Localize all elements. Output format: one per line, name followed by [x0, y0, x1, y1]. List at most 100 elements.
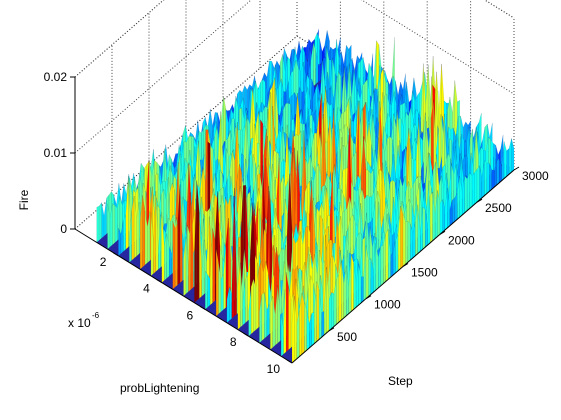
surface-patch: [351, 254, 354, 312]
surface-patch: [429, 191, 433, 244]
x-tick-mark: [328, 327, 335, 332]
y-tick-label: 6: [187, 308, 194, 322]
surface-patch: [476, 165, 480, 203]
y-tick-label: 10: [267, 362, 281, 376]
surface-patch: [380, 244, 384, 287]
surface-patch: [253, 278, 257, 333]
surface-patch: [395, 234, 399, 274]
y-axis-label: probLightening: [120, 381, 199, 395]
axis-labels: Step probLightening Fire x 10 -6: [17, 189, 413, 395]
y-axis-line: [74, 228, 293, 364]
surface-patch: [508, 138, 512, 175]
surface-patch: [454, 192, 458, 222]
surface-patch: [99, 202, 102, 241]
x-tick-label: 500: [337, 330, 357, 344]
y-axis-multiplier: x 10: [68, 316, 91, 330]
surface-patch: [496, 158, 500, 186]
surface-patch: [301, 293, 305, 355]
surface-patch: [368, 258, 372, 297]
surface-patch: [390, 252, 394, 278]
surface-patch: [313, 42, 316, 87]
surface-patch: [360, 276, 364, 304]
surface-patch: [506, 147, 510, 177]
surface-patch: [503, 141, 507, 179]
surface-patch: [123, 214, 126, 252]
surface-patch: [464, 175, 468, 214]
box-edge: [483, 0, 515, 19]
surface-patch: [439, 199, 443, 235]
surface-patch: [172, 220, 176, 290]
surface-patch: [331, 292, 335, 330]
x-tick-mark: [402, 263, 409, 267]
surface-patch: [318, 63, 321, 83]
surface-patch: [245, 275, 248, 324]
x-tick-label: 2000: [448, 233, 475, 247]
surface-patch: [466, 172, 470, 212]
surface-patch: [484, 160, 488, 197]
surface-patch: [405, 221, 409, 265]
surface-patch: [205, 270, 208, 310]
surface-patch: [96, 205, 100, 243]
surface-patch: [125, 176, 129, 250]
x-tick-mark: [476, 198, 483, 203]
surface-patch: [270, 296, 273, 350]
surface-patch: [336, 274, 340, 325]
y-tick-mark: [286, 359, 293, 364]
surface-patch: [402, 213, 406, 267]
surface-patch: [250, 278, 254, 335]
z-tick-label: 0: [60, 222, 67, 236]
y-tick-label: 8: [230, 335, 237, 349]
x-tick-label: 2500: [485, 201, 512, 215]
y-tick-label: 4: [143, 282, 150, 296]
y-axis-multiplier-exponent: -6: [92, 311, 100, 320]
x-tick-mark: [513, 166, 520, 171]
surface-patch: [101, 202, 105, 239]
y-tick-mark: [113, 252, 119, 257]
surface-patch: [407, 220, 411, 263]
z-tick-label: 0.01: [44, 146, 68, 160]
y-tick-mark: [243, 332, 249, 337]
z-tick-label: 0.02: [44, 70, 68, 84]
z-axis-label: Fire: [17, 189, 31, 210]
y-tick-label: 2: [100, 255, 107, 269]
surface-patch: [304, 302, 307, 353]
surface-patch: [285, 272, 289, 353]
y-tick-mark: [156, 279, 163, 284]
x-tick-mark: [439, 230, 446, 235]
surface-patch: [491, 169, 495, 190]
surface-patch: [321, 311, 325, 338]
surface-patch: [511, 138, 515, 173]
surface-patch: [266, 303, 270, 337]
surface-patch: [114, 205, 118, 244]
surface-patch: [385, 228, 389, 282]
surface-patch: [103, 197, 107, 237]
surface-patch: [471, 172, 475, 207]
surface-patch: [212, 228, 216, 304]
surface-patch: [261, 292, 265, 342]
surface-patch: [474, 168, 478, 205]
surface-patch: [174, 223, 178, 288]
y-tick-mark: [199, 305, 206, 310]
surface-patch: [220, 274, 224, 313]
x-tick-label: 1000: [374, 298, 401, 312]
surface-patch: [311, 311, 315, 347]
x-tick-label: 3000: [522, 169, 549, 183]
x-tick-mark: [365, 295, 372, 300]
surface-patch: [400, 206, 404, 269]
surface-patch: [266, 60, 270, 95]
surface-patch: [486, 162, 490, 194]
surface-patch: [223, 96, 227, 149]
surface-patch: [319, 39, 323, 66]
surface-patch: [452, 197, 455, 224]
surface-patch: [422, 206, 426, 250]
surface-patch: [469, 172, 473, 209]
surface-patch: [112, 203, 116, 246]
x-axis-label: Step: [388, 374, 413, 388]
surface: [96, 28, 515, 364]
surface-patch: [207, 274, 211, 308]
surface-patch: [328, 292, 332, 332]
x-tick-label: 1500: [411, 266, 438, 280]
ticks: 500 1000 1500 2000 2500 3000 2 4 6 8 10 0 0.01 0.02: [44, 70, 549, 376]
